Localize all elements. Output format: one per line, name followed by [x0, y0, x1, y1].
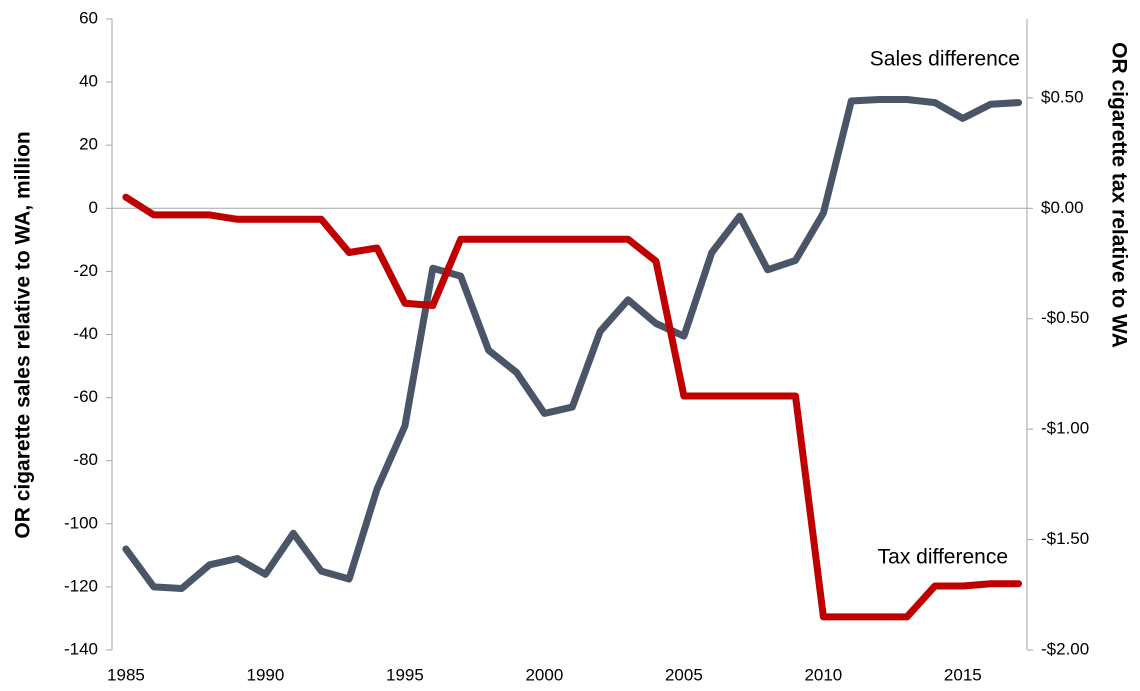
y-tick-label: -20	[73, 261, 98, 280]
y2-tick-label: -$1.50	[1041, 529, 1089, 548]
y2-tick-label: -$1.00	[1041, 419, 1089, 438]
y-tick-label: -140	[64, 639, 98, 658]
series-line	[122, 96, 1023, 592]
y-tick-label: -100	[64, 513, 98, 532]
series-annotation: Tax difference	[878, 546, 1008, 569]
y-tick-label: -60	[73, 387, 98, 406]
series-annotation: Sales difference	[870, 48, 1020, 71]
y-tick-label: -120	[64, 576, 98, 595]
y-tick-label: 0	[89, 198, 98, 217]
y2-axis-title: OR cigarette tax relative to WA	[1107, 42, 1130, 348]
x-tick-label: 1985	[107, 665, 145, 684]
y-tick-label: 40	[79, 72, 98, 91]
y-tick-label: 60	[79, 8, 98, 27]
x-tick-label: 2015	[944, 665, 982, 684]
y-axis-title: OR cigarette sales relative to WA, milli…	[12, 131, 35, 538]
y2-tick-label: -$2.00	[1041, 639, 1089, 658]
x-tick-label: 2000	[525, 665, 563, 684]
y2-tick-label: $0.50	[1041, 87, 1084, 106]
x-tick-label: 2010	[804, 665, 842, 684]
x-tick-label: 1990	[247, 665, 285, 684]
x-tick-label: 1995	[386, 665, 424, 684]
y-tick-label: 20	[79, 135, 98, 154]
y-tick-label: -80	[73, 450, 98, 469]
y2-tick-label: -$0.50	[1041, 308, 1089, 327]
series-line	[122, 193, 1023, 621]
y-tick-label: -40	[73, 324, 98, 343]
x-tick-label: 2005	[665, 665, 703, 684]
y2-tick-label: $0.00	[1041, 198, 1084, 217]
